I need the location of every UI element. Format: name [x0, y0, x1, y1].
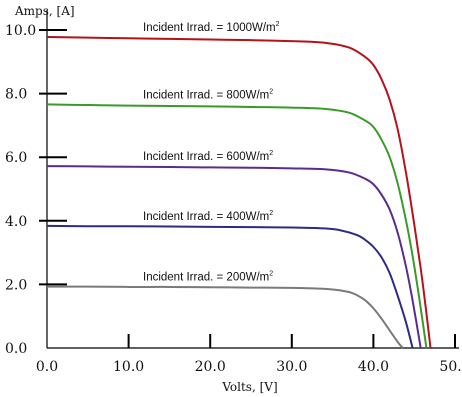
y-tick-label: 0.0: [5, 341, 27, 357]
series-label-superscript: 2: [269, 271, 273, 278]
x-axis-title: Volts, [V]: [221, 380, 277, 394]
y-tick-label: 10.0: [5, 23, 36, 39]
series-label-2: Incident Irrad. = 600W/m2: [143, 150, 273, 163]
series-label-3: Incident Irrad. = 400W/m2: [143, 210, 273, 223]
series-line-1: [46, 103, 428, 349]
series-line-3: [46, 224, 414, 349]
ticks: 0.0 10.0 20.0 30.0 40.0 50.0 0.0 2.0 4.0 6.0 8.0 10…: [5, 23, 462, 375]
series-label-superscript: 2: [269, 210, 273, 217]
series-line-4: [46, 285, 404, 349]
y-axis-title: Amps, [A]: [14, 4, 75, 18]
series-label-4: Incident Irrad. = 200W/m2: [143, 271, 273, 284]
series-label-superscript: 2: [269, 150, 273, 157]
y-tick-label: 6.0: [5, 150, 27, 166]
x-tick-label: 20.0: [195, 359, 226, 375]
series-label-1: Incident Irrad. = 800W/m2: [143, 88, 273, 101]
x-tick-label: 40.0: [358, 359, 389, 375]
x-tick-label: 30.0: [276, 359, 307, 375]
axes: [46, 10, 459, 349]
x-tick-label: 10.0: [113, 359, 144, 375]
series-labels: Incident Irrad. = 1000W/m2 Incident Irrad…: [143, 21, 280, 284]
x-tick-label: 0.0: [36, 359, 58, 375]
series-label-superscript: 2: [276, 21, 280, 28]
y-tick-label: 8.0: [5, 87, 27, 103]
series-label-superscript: 2: [269, 88, 273, 95]
y-tick-label: 2.0: [5, 277, 27, 293]
series-lines: [46, 36, 432, 349]
series-line-0: [46, 36, 432, 349]
y-tick-label: 4.0: [5, 214, 27, 230]
series-label-0: Incident Irrad. = 1000W/m2: [143, 21, 280, 34]
x-tick-label: 50.0: [439, 359, 462, 375]
series-line-2: [46, 165, 422, 349]
